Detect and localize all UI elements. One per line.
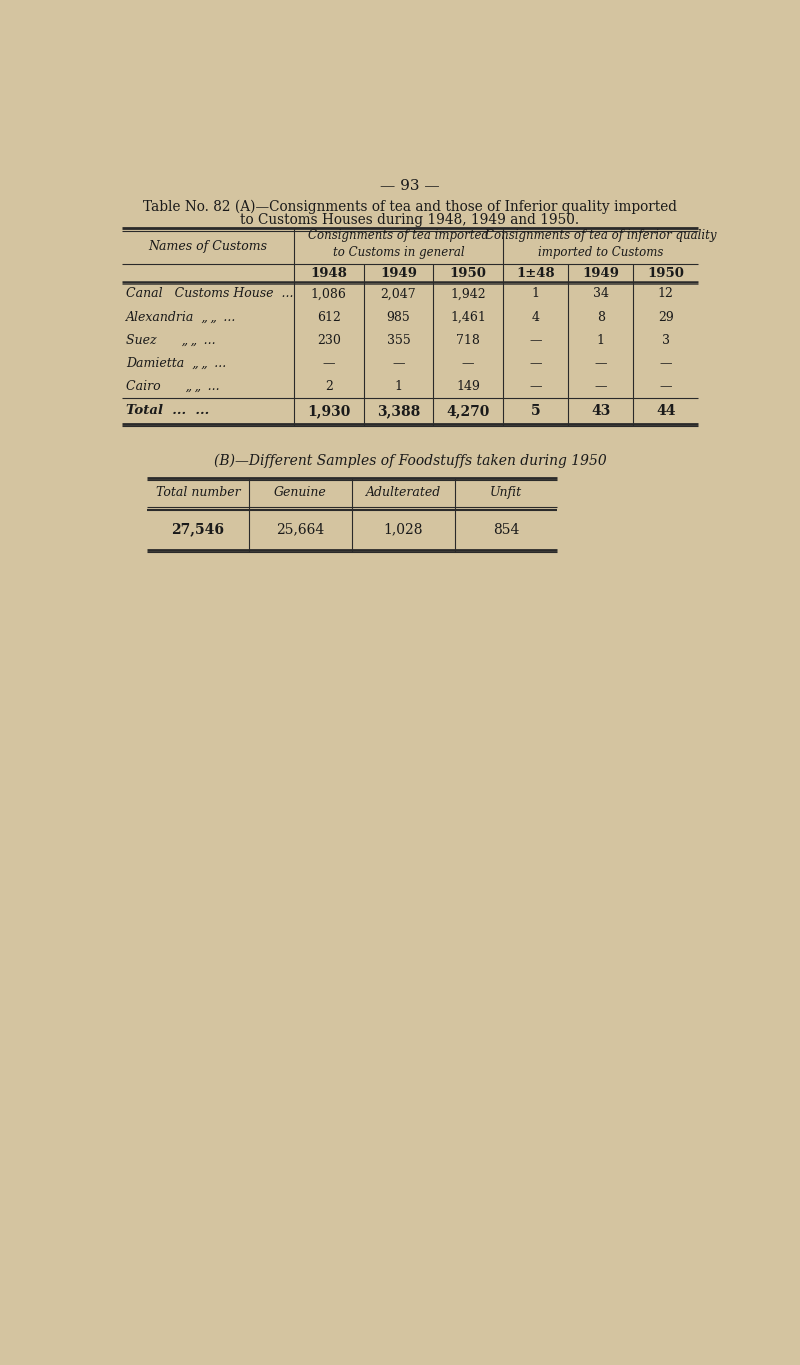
- Text: 1±48: 1±48: [516, 266, 555, 280]
- Text: —: —: [530, 333, 542, 347]
- Text: 1: 1: [394, 379, 402, 393]
- Text: (B)—Different Samples of Foodstuffs taken during 1950: (B)—Different Samples of Foodstuffs take…: [214, 453, 606, 468]
- Text: 1,930: 1,930: [307, 404, 350, 418]
- Text: 5: 5: [530, 404, 540, 418]
- Text: 3: 3: [662, 333, 670, 347]
- Text: Total number: Total number: [155, 486, 240, 500]
- Text: 12: 12: [658, 288, 674, 300]
- Text: 1,942: 1,942: [450, 288, 486, 300]
- Text: 4,270: 4,270: [446, 404, 490, 418]
- Text: 1949: 1949: [582, 266, 619, 280]
- Text: 4: 4: [531, 310, 539, 324]
- Text: —: —: [322, 356, 335, 370]
- Text: Genuine: Genuine: [274, 486, 327, 500]
- Text: —: —: [594, 379, 607, 393]
- Text: 1: 1: [597, 333, 605, 347]
- Text: 43: 43: [591, 404, 610, 418]
- Text: to Customs Houses during 1948, 1949 and 1950.: to Customs Houses during 1948, 1949 and …: [241, 213, 579, 227]
- Text: 854: 854: [493, 523, 519, 536]
- Text: 1,086: 1,086: [310, 288, 346, 300]
- Text: Cairo  „ „  ...: Cairo „ „ ...: [126, 379, 220, 393]
- Text: —: —: [594, 356, 607, 370]
- Text: Unfit: Unfit: [490, 486, 522, 500]
- Text: 25,664: 25,664: [277, 523, 325, 536]
- Text: Table No. 82 (A)—Consignments of tea and those of Inferior quality imported: Table No. 82 (A)—Consignments of tea and…: [143, 199, 677, 213]
- Text: Suez  „ „  ...: Suez „ „ ...: [126, 333, 216, 347]
- Text: Total  ...  ...: Total ... ...: [126, 404, 210, 418]
- Text: 27,546: 27,546: [171, 523, 224, 536]
- Text: 1,028: 1,028: [383, 523, 423, 536]
- Text: Adulterated: Adulterated: [366, 486, 441, 500]
- Text: 230: 230: [317, 333, 341, 347]
- Text: 149: 149: [456, 379, 480, 393]
- Text: —: —: [530, 356, 542, 370]
- Text: 1: 1: [531, 288, 539, 300]
- Text: 2,047: 2,047: [381, 288, 416, 300]
- Text: Consignments of tea imported
to Customs in general: Consignments of tea imported to Customs …: [308, 229, 489, 259]
- Text: 2: 2: [325, 379, 333, 393]
- Text: —: —: [659, 379, 672, 393]
- Text: 718: 718: [456, 333, 480, 347]
- Text: 355: 355: [386, 333, 410, 347]
- Text: —: —: [392, 356, 405, 370]
- Text: Names of Customs: Names of Customs: [148, 240, 267, 253]
- Text: 1950: 1950: [450, 266, 486, 280]
- Text: 34: 34: [593, 288, 609, 300]
- Text: 44: 44: [656, 404, 675, 418]
- Text: 1949: 1949: [380, 266, 417, 280]
- Text: —: —: [462, 356, 474, 370]
- Text: — 93 —: — 93 —: [380, 179, 440, 194]
- Text: 3,388: 3,388: [377, 404, 420, 418]
- Text: 1,461: 1,461: [450, 310, 486, 324]
- Text: 1948: 1948: [310, 266, 347, 280]
- Text: 8: 8: [597, 310, 605, 324]
- Text: 29: 29: [658, 310, 674, 324]
- Text: 985: 985: [386, 310, 410, 324]
- Text: Damietta  „ „  ...: Damietta „ „ ...: [126, 356, 226, 370]
- Text: 1950: 1950: [647, 266, 684, 280]
- Text: 612: 612: [317, 310, 341, 324]
- Text: —: —: [659, 356, 672, 370]
- Text: —: —: [530, 379, 542, 393]
- Text: Canal   Customs House  ...: Canal Customs House ...: [126, 288, 294, 300]
- Text: Consignments of tea of inferior quality
imported to Customs: Consignments of tea of inferior quality …: [485, 229, 717, 259]
- Text: Alexandria  „ „  ...: Alexandria „ „ ...: [126, 310, 237, 324]
